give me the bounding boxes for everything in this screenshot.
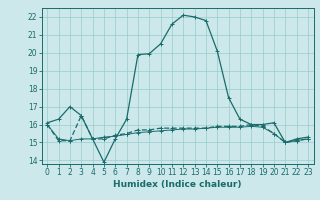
- X-axis label: Humidex (Indice chaleur): Humidex (Indice chaleur): [113, 180, 242, 189]
